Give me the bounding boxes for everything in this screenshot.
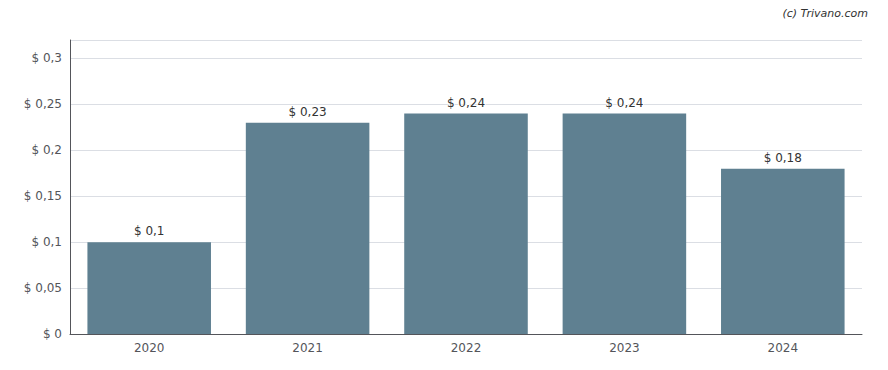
svg-text:2023: 2023 [609,341,640,355]
svg-text:$ 0,3: $ 0,3 [31,51,62,65]
svg-text:2020: 2020 [134,341,165,355]
svg-text:$ 0,05: $ 0,05 [24,281,62,295]
svg-text:$ 0,23: $ 0,23 [289,105,327,119]
svg-text:$ 0,15: $ 0,15 [24,189,62,203]
svg-text:$ 0,18: $ 0,18 [764,151,802,165]
svg-text:(c) Trivano.com: (c) Trivano.com [782,7,868,20]
svg-text:$ 0,24: $ 0,24 [605,96,643,110]
svg-text:$ 0: $ 0 [43,327,62,341]
svg-text:2022: 2022 [451,341,482,355]
svg-text:$ 0,1: $ 0,1 [31,235,62,249]
svg-text:$ 0,24: $ 0,24 [447,96,485,110]
svg-text:$ 0,2: $ 0,2 [31,143,62,157]
svg-text:$ 0,1: $ 0,1 [134,224,165,238]
svg-text:2021: 2021 [292,341,323,355]
svg-text:2024: 2024 [768,341,799,355]
svg-text:$ 0,25: $ 0,25 [24,97,62,111]
